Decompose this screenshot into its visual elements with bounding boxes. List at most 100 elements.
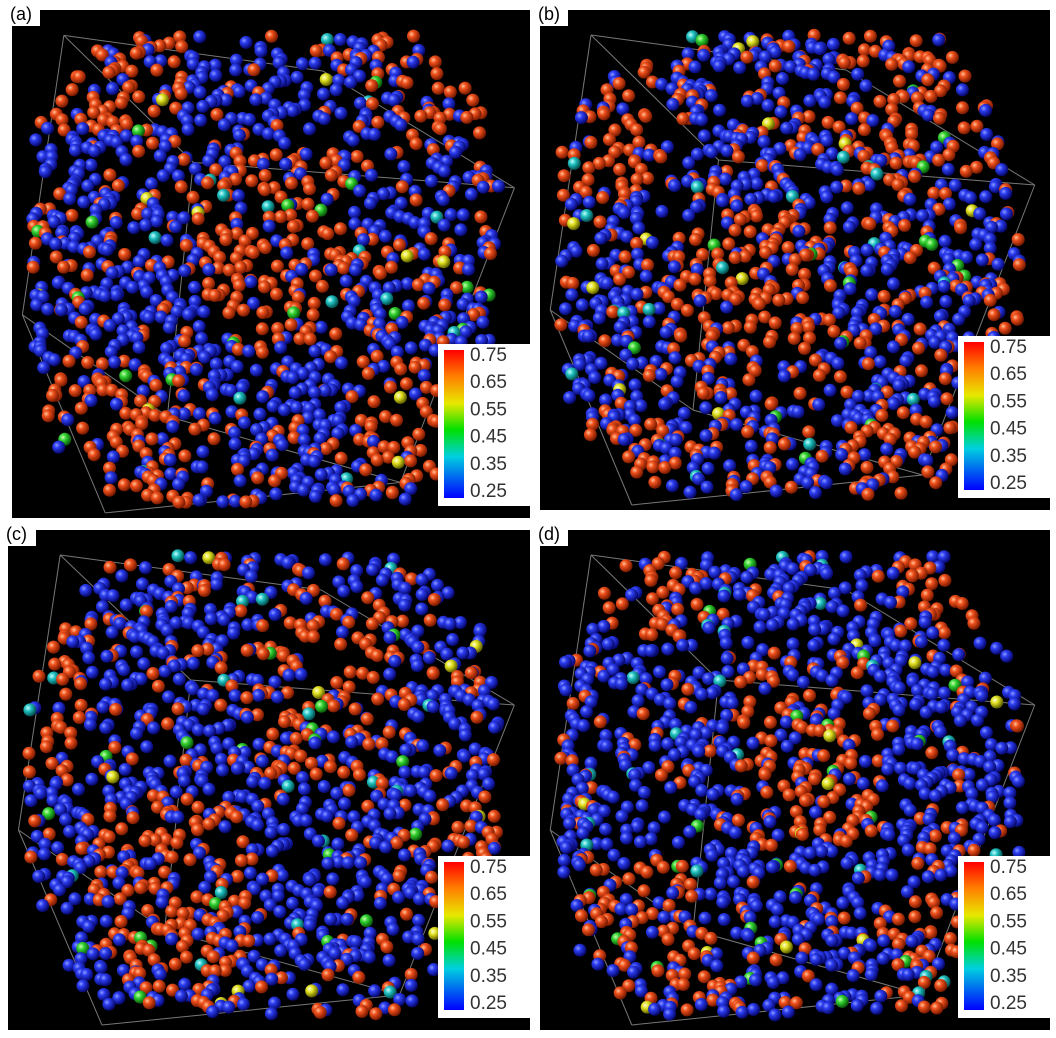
atom bbox=[719, 173, 732, 186]
atom bbox=[908, 910, 921, 923]
atom bbox=[242, 934, 255, 947]
atom bbox=[135, 417, 148, 430]
atom bbox=[619, 250, 632, 263]
atom bbox=[824, 384, 837, 397]
atom bbox=[99, 678, 112, 691]
atom bbox=[995, 742, 1008, 755]
atom bbox=[103, 810, 116, 823]
atom bbox=[627, 966, 640, 979]
atom bbox=[77, 196, 90, 209]
atom bbox=[308, 297, 321, 310]
atom bbox=[817, 749, 830, 762]
atom bbox=[594, 232, 607, 245]
atom bbox=[613, 77, 626, 90]
atom bbox=[730, 488, 743, 501]
atom bbox=[430, 769, 443, 782]
atom bbox=[827, 38, 840, 51]
atom bbox=[74, 677, 87, 690]
atom bbox=[691, 181, 704, 194]
atom bbox=[25, 794, 38, 807]
atom bbox=[300, 592, 313, 605]
atom bbox=[591, 958, 604, 971]
atom bbox=[865, 288, 878, 301]
atom bbox=[929, 440, 942, 453]
atom bbox=[349, 703, 362, 716]
atom bbox=[29, 237, 42, 250]
atom bbox=[587, 244, 600, 257]
atom bbox=[706, 849, 719, 862]
atom bbox=[192, 212, 205, 225]
atom bbox=[249, 93, 262, 106]
atom bbox=[1000, 650, 1013, 663]
atom bbox=[438, 219, 451, 232]
atom bbox=[939, 235, 952, 248]
atom bbox=[398, 766, 411, 779]
atom bbox=[681, 683, 694, 696]
atom bbox=[875, 409, 888, 422]
atom bbox=[153, 980, 166, 993]
atom bbox=[944, 932, 957, 945]
atom bbox=[927, 187, 940, 200]
atom bbox=[178, 335, 191, 348]
atom bbox=[218, 558, 231, 571]
atom bbox=[361, 712, 374, 725]
atom bbox=[390, 836, 403, 849]
atom bbox=[895, 487, 908, 500]
atom bbox=[139, 561, 152, 574]
atom bbox=[103, 484, 116, 497]
atom bbox=[976, 253, 989, 266]
atom bbox=[462, 263, 475, 276]
atom bbox=[297, 484, 310, 497]
atom bbox=[640, 866, 653, 879]
atom bbox=[267, 400, 280, 413]
atom bbox=[643, 303, 656, 316]
atom bbox=[318, 112, 331, 125]
colorbar-tick-label: 0.55 bbox=[470, 911, 507, 932]
atom bbox=[558, 854, 571, 867]
atom bbox=[182, 308, 195, 321]
atom bbox=[903, 193, 916, 206]
atom bbox=[388, 655, 401, 668]
atom bbox=[414, 110, 427, 123]
atom bbox=[583, 389, 596, 402]
atom bbox=[707, 788, 720, 801]
atom bbox=[702, 462, 715, 475]
atom bbox=[82, 651, 95, 664]
atom bbox=[107, 589, 120, 602]
atom bbox=[374, 897, 387, 910]
atom bbox=[689, 233, 702, 246]
atom bbox=[279, 158, 292, 171]
atom bbox=[399, 493, 412, 506]
atom bbox=[818, 96, 831, 109]
atom bbox=[600, 838, 613, 851]
atom bbox=[75, 402, 88, 415]
atom bbox=[110, 288, 123, 301]
atom bbox=[854, 599, 867, 612]
atom bbox=[222, 306, 235, 319]
atom bbox=[353, 184, 366, 197]
atom bbox=[147, 721, 160, 734]
atom bbox=[597, 620, 610, 633]
atom bbox=[146, 137, 159, 150]
atom bbox=[32, 870, 45, 883]
atom bbox=[716, 261, 729, 274]
atom bbox=[897, 406, 910, 419]
atom bbox=[789, 891, 802, 904]
atom bbox=[169, 958, 182, 971]
atom bbox=[401, 250, 414, 263]
atom bbox=[98, 289, 111, 302]
atom bbox=[860, 264, 873, 277]
atom bbox=[838, 912, 851, 925]
atom bbox=[473, 126, 486, 139]
atom bbox=[584, 136, 597, 149]
atom bbox=[620, 832, 633, 845]
atom bbox=[412, 914, 425, 927]
atom bbox=[335, 356, 348, 369]
atom bbox=[326, 872, 339, 885]
atom bbox=[840, 550, 853, 563]
atom bbox=[980, 726, 993, 739]
atom bbox=[492, 180, 505, 193]
atom bbox=[231, 870, 244, 883]
atom bbox=[206, 388, 219, 401]
atom bbox=[874, 868, 887, 881]
